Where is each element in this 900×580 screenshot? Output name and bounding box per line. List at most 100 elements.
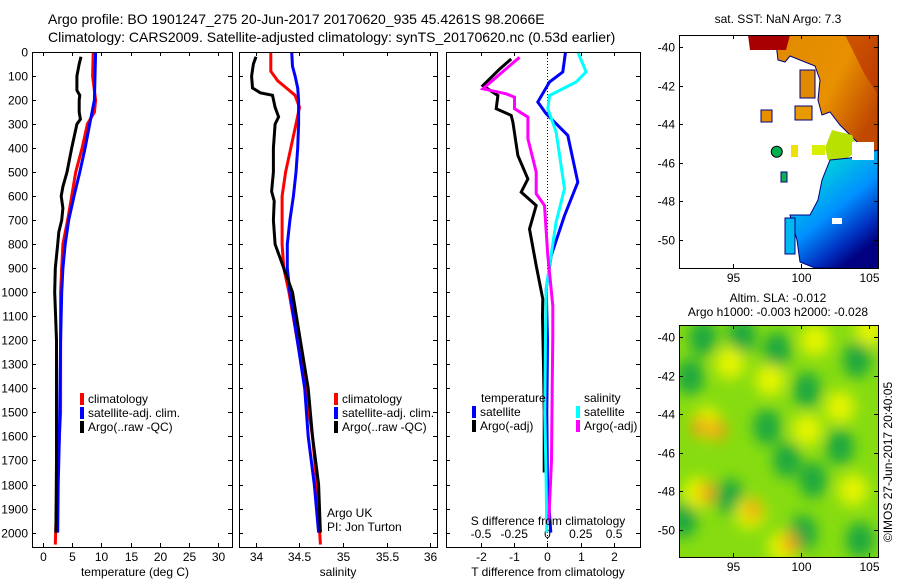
sla-high-anomaly <box>699 482 715 504</box>
figure-title-line-2: Climatology: CARS2009. Satellite-adjuste… <box>48 29 616 45</box>
sst-patch <box>784 217 796 255</box>
temperature-ytick-label: 700 <box>8 214 28 228</box>
sla_map-ytick-label: -50 <box>658 524 676 538</box>
sst_map-xtick-label: 100 <box>791 271 811 285</box>
legend-item: satellite-adj. clim. <box>334 406 434 420</box>
sst-hot-region <box>748 35 790 50</box>
imos-credit: ©IMOS 27-Jun-2017 20:40:05 <box>881 381 895 543</box>
legend-item: climatology <box>80 392 148 406</box>
temperature-ytick-label: 1100 <box>2 310 28 324</box>
sla-positive-anomaly <box>715 347 745 379</box>
legend-label: satellite <box>584 405 625 419</box>
salinity-xtick-label: 34 <box>250 550 264 564</box>
legend-item: Argo(-adj) <box>472 419 533 433</box>
figure-title-line-1: Argo profile: BO 1901247_275 20-Jun-2017… <box>48 11 545 27</box>
temperature-xtick-label: 10 <box>95 550 109 564</box>
annotation-argo-uk: Argo UK <box>327 506 373 520</box>
legend-label: climatology <box>88 392 149 406</box>
sst_map-ytick-label: -50 <box>658 234 676 248</box>
sla-negative-anomaly <box>826 429 854 465</box>
series-temperature-argo-adj- <box>480 57 546 473</box>
sla-negative-anomaly <box>679 359 704 395</box>
sla-negative-anomaly <box>793 372 821 408</box>
sla-positive-anomaly <box>755 364 785 396</box>
sla_map-xtick-label: 95 <box>727 560 741 574</box>
difference-xtick-label: 1 <box>578 550 585 564</box>
sst-patch <box>780 171 788 183</box>
sla-positive-anomaly <box>838 474 868 506</box>
sla_map-ytick-label: -42 <box>658 370 676 384</box>
temperature-ytick-label: 0 <box>21 46 28 60</box>
sla-high-anomaly <box>710 419 726 441</box>
sla-map-field <box>679 325 878 557</box>
temperature-xtick-label: 0 <box>40 550 47 564</box>
temperature-ytick-label: 1700 <box>1 454 28 468</box>
sla-negative-anomaly <box>689 325 717 356</box>
salinity-xtick-label: 35.5 <box>376 550 400 564</box>
legend-label: satellite-adj. clim. <box>342 406 435 420</box>
difference-axes-frame <box>446 52 641 548</box>
legend-swatch <box>576 406 580 418</box>
sla-negative-anomaly <box>799 462 827 498</box>
sst-map-field <box>679 35 878 268</box>
temperature-ytick-label: 900 <box>8 262 28 276</box>
legend-label: Argo(-adj) <box>584 419 638 433</box>
sst_map-ytick-label: -40 <box>658 41 676 55</box>
legend-swatch <box>472 420 476 432</box>
temperature-ytick-label: 100 <box>8 70 28 84</box>
sst-gap <box>852 142 874 160</box>
legend-header-salinity: salinity <box>584 391 621 405</box>
legend-label: Argo(-adj) <box>480 419 534 433</box>
sla-negative-anomaly <box>763 332 791 368</box>
sst-map-title: sat. SST: NaN Argo: 7.3 <box>714 12 842 26</box>
legend-label: satellite-adj. clim. <box>88 406 181 420</box>
t-difference-xlabel: T difference from climatology <box>471 565 625 579</box>
series-argo-raw-qc- <box>250 56 322 533</box>
sst-patch <box>794 105 813 121</box>
legend-label: Argo(..raw -QC) <box>88 420 173 434</box>
temperature-ytick-label: 1600 <box>1 430 28 444</box>
temperature-xtick-label: 5 <box>69 550 76 564</box>
series-argo-raw-qc- <box>53 56 83 533</box>
legend-header-temperature: temperature <box>481 391 546 405</box>
sla-map-title-line-1: Altim. SLA: -0.012 <box>729 291 827 305</box>
sst-hot-gradient <box>845 35 878 95</box>
annotation-pi: PI: Jon Turton <box>327 520 402 534</box>
s-difference-label: S difference from climatology <box>470 514 626 528</box>
legend-item: Argo(..raw -QC) <box>334 420 427 434</box>
sla-map-title-line-2: Argo h1000: -0.003 h2000: -0.028 <box>687 305 869 319</box>
temperature-ytick-label: 200 <box>8 94 28 108</box>
difference-xtick-label: 0 <box>544 550 551 564</box>
sla_map-xtick-label: 105 <box>859 560 879 574</box>
salinity-axes-frame <box>239 52 438 548</box>
s-difference-tick-label: 0.25 <box>569 527 593 541</box>
series-temperature-satellite <box>536 51 580 533</box>
difference-xtick-label: -1 <box>509 550 520 564</box>
sla_map-ytick-label: -44 <box>658 408 676 422</box>
s-difference-tick-label: 0 <box>544 527 551 541</box>
temperature-ytick-label: 400 <box>8 142 28 156</box>
temperature-ytick-label: 300 <box>8 118 28 132</box>
sst_map-xtick-label: 95 <box>727 271 741 285</box>
series-salinity-satellite <box>543 51 588 533</box>
legend-swatch <box>334 421 338 433</box>
temperature-ytick-label: 1000 <box>1 286 28 300</box>
temperature-ytick-label: 600 <box>8 190 28 204</box>
temperature-ytick-label: 1200 <box>1 334 28 348</box>
sla-negative-anomaly <box>846 522 874 557</box>
sst_map-xtick-label: 105 <box>859 271 879 285</box>
temperature-ytick-label: 1500 <box>1 406 28 420</box>
sla-high-anomaly <box>692 416 708 438</box>
temperature-ytick-label: 500 <box>8 166 28 180</box>
sst-transition-region <box>825 130 858 160</box>
sla_map-ytick-label: -48 <box>658 485 676 499</box>
legend-swatch <box>334 407 338 419</box>
sst_map-axes-frame <box>679 35 879 269</box>
sst-patch <box>812 145 825 155</box>
temperature-ytick-label: 1800 <box>1 479 28 493</box>
sst_map-ytick-label: -42 <box>658 80 676 94</box>
legend-label: climatology <box>342 392 403 406</box>
sla-high-anomaly <box>745 499 761 521</box>
